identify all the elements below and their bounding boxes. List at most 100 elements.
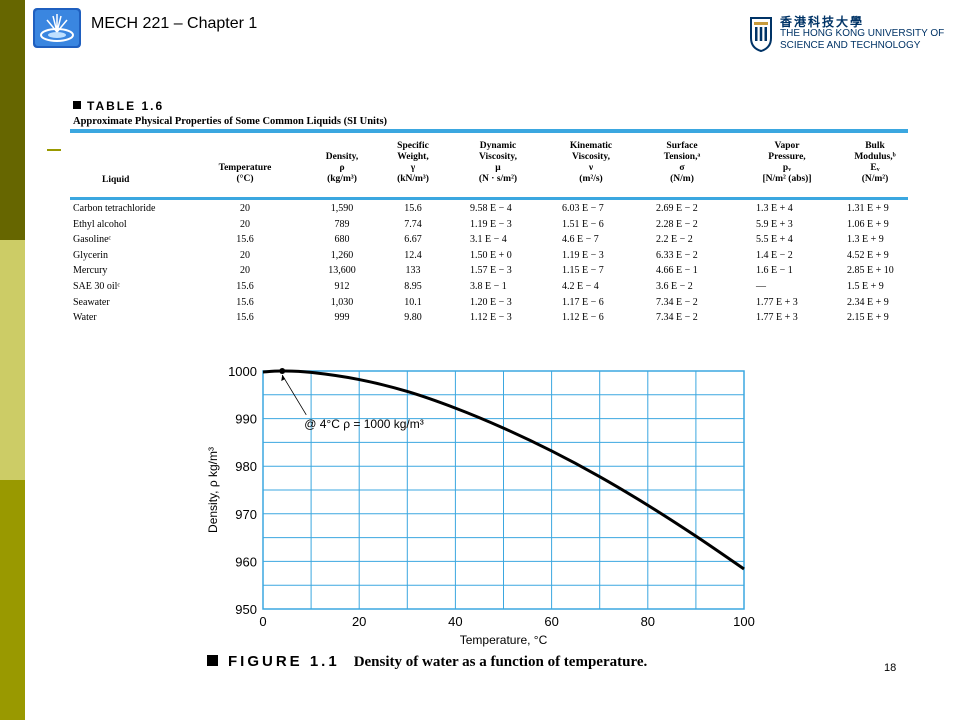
sidebar-block-mid	[0, 480, 25, 720]
y-tick-label: 950	[235, 602, 257, 617]
bullet-dash	[47, 149, 61, 151]
table-cell: 1,590	[330, 203, 354, 214]
table-cell: 15.6	[236, 234, 254, 246]
table-label: TABLE 1.6	[73, 99, 164, 113]
table-cell: 6.33 E − 2	[656, 249, 698, 261]
table-cell: 4.2 E − 4	[562, 281, 599, 292]
x-tick-label: 80	[641, 614, 655, 629]
table-cell: 1.50 E + 0	[470, 249, 512, 261]
table-cell: 1.6 E − 1	[756, 265, 793, 277]
table-label-text: TABLE 1.6	[87, 99, 165, 113]
table-cell: 20	[240, 265, 250, 277]
annotation-arrowhead	[281, 375, 286, 381]
sidebar-block-dark	[0, 0, 25, 240]
table-cell: 1.15 E − 7	[562, 265, 604, 277]
x-tick-label: 100	[733, 614, 755, 629]
table-cell: 1.31 E + 9	[847, 203, 889, 214]
table-cell: 1.77 E + 3	[756, 312, 798, 324]
table-column-header: Specific Weight, γ (kN/m³)	[397, 141, 429, 184]
table-cell-liquid: Glycerin	[73, 249, 108, 261]
table-cell: 1.12 E − 3	[470, 312, 512, 324]
table-cell: 1.06 E + 9	[847, 218, 889, 230]
x-tick-label: 60	[544, 614, 558, 629]
y-tick-label: 980	[235, 459, 257, 474]
table-cell: 8.95	[404, 281, 422, 292]
table-row: Mercury 20 13,600 133 1.57 E − 3 1.15 E − 7 4.…	[70, 265, 910, 281]
plot-frame	[262, 370, 745, 610]
course-logo-icon	[33, 8, 81, 48]
table-row: Carbon tetrachloride 20 1,590 15.6 9.58 E − …	[70, 203, 910, 219]
table-column-header: Dynamic Viscosity, μ (N · s/m²)	[478, 141, 518, 184]
table-cell: 789	[334, 218, 350, 230]
table-cell: 15.6	[404, 203, 422, 214]
university-name-chinese: 香港科技大學	[780, 15, 865, 29]
table-row: SAE 30 oilᶜ 15.6 912 8.95 3.8 E − 1 4.2 E − 4…	[70, 281, 910, 297]
table-column-header: Bulk Modulus,ᵇ Eᵥ (N/m²)	[854, 141, 896, 184]
table-cell: 10.1	[404, 296, 422, 308]
table-cell: 6.67	[404, 234, 422, 246]
university-logo: 香港科技大學 THE HONG KONG UNIVERSITY OF SCIEN…	[750, 14, 950, 56]
table-cell: 4.6 E − 7	[562, 234, 599, 246]
table-cell: 7.34 E − 2	[656, 296, 698, 308]
table-cell: 4.66 E − 1	[656, 265, 698, 277]
x-tick-label: 20	[352, 614, 366, 629]
sidebar-block-light	[0, 240, 25, 480]
table-cell: 9.80	[404, 312, 422, 324]
y-axis-label: Density, ρ kg/m³	[206, 447, 220, 533]
annotation-arrow	[281, 374, 307, 415]
table-column-header: Vapor Pressure, pᵥ [N/m² (abs)]	[762, 141, 812, 184]
annotation-text: @ 4°C ρ = 1000 kg/m³	[304, 417, 424, 431]
y-tick-label: 1000	[228, 364, 257, 379]
density-curve	[262, 369, 745, 571]
table-cell: 1.3 E + 9	[847, 234, 884, 246]
table-caption: Approximate Physical Properties of Some …	[73, 116, 388, 127]
table-cell: 1.20 E − 3	[470, 296, 512, 308]
table-column-header: Surface Tension,ᵃ σ (N/m)	[663, 141, 701, 184]
x-tick-label: 0	[259, 614, 266, 629]
table-cell: 6.03 E − 7	[562, 203, 604, 214]
table-top-rule	[70, 129, 908, 133]
table-cell-liquid: SAE 30 oilᶜ	[73, 281, 121, 292]
table-cell: 2.15 E + 9	[847, 312, 889, 324]
table-cell: 2.85 E + 10	[847, 265, 894, 277]
table-cell: 20	[240, 203, 250, 214]
table-cell: 133	[405, 265, 421, 277]
page-number: 18	[884, 662, 897, 674]
table-cell: 15.6	[236, 281, 254, 292]
table-cell-liquid: Seawater	[73, 296, 110, 308]
table-header-rule	[70, 197, 908, 200]
figure-caption: FIGURE 1.1 Density of water as a function…	[207, 653, 647, 671]
table-cell: 3.6 E − 2	[656, 281, 693, 292]
table-cell: 1,030	[330, 296, 354, 308]
table-cell: 1.19 E − 3	[470, 218, 512, 230]
table-cell: 12.4	[404, 249, 422, 261]
y-tick-label: 990	[235, 412, 257, 427]
table-cell-liquid: Ethyl alcohol	[73, 218, 127, 230]
table-cell: 1.57 E − 3	[470, 265, 512, 277]
table-cell: 1.77 E + 3	[756, 296, 798, 308]
table-cell: 1.3 E + 4	[756, 203, 793, 214]
table-column-header: Kinematic Viscosity, ν (m²/s)	[569, 141, 613, 184]
properties-table: TABLE 1.6 Approximate Physical Propertie…	[70, 96, 910, 341]
table-cell: 9.58 E − 4	[470, 203, 512, 214]
table-cell: 2.2 E − 2	[656, 234, 693, 246]
table-row: Water 15.6 999 9.80 1.12 E − 3 1.12 E − 6 7.34…	[70, 312, 910, 328]
table-cell: 1,260	[330, 249, 354, 261]
table-cell: —	[756, 281, 766, 292]
university-name-line2: SCIENCE AND TECHNOLOGY	[780, 40, 921, 51]
table-cell: 15.6	[236, 296, 254, 308]
table-cell: 13,600	[328, 265, 356, 277]
table-cell: 15.6	[236, 312, 254, 324]
table-row: Seawater 15.6 1,030 10.1 1.20 E − 3 1.17 E − …	[70, 297, 910, 313]
table-cell: 20	[240, 218, 250, 230]
page-title: MECH 221 – Chapter 1	[91, 15, 258, 32]
table-cell: 2.28 E − 2	[656, 218, 698, 230]
table-cell: 999	[334, 312, 350, 324]
table-cell-liquid: Gasolineᶜ	[73, 234, 112, 246]
table-cell: 2.69 E − 2	[656, 203, 698, 214]
university-name-line1: THE HONG KONG UNIVERSITY OF	[780, 28, 945, 39]
figure-label: FIGURE 1.1	[228, 653, 340, 670]
table-column-header: Temperature (°C)	[218, 163, 272, 184]
table-cell: 2.34 E + 9	[847, 296, 889, 308]
table-cell: 680	[334, 234, 350, 246]
